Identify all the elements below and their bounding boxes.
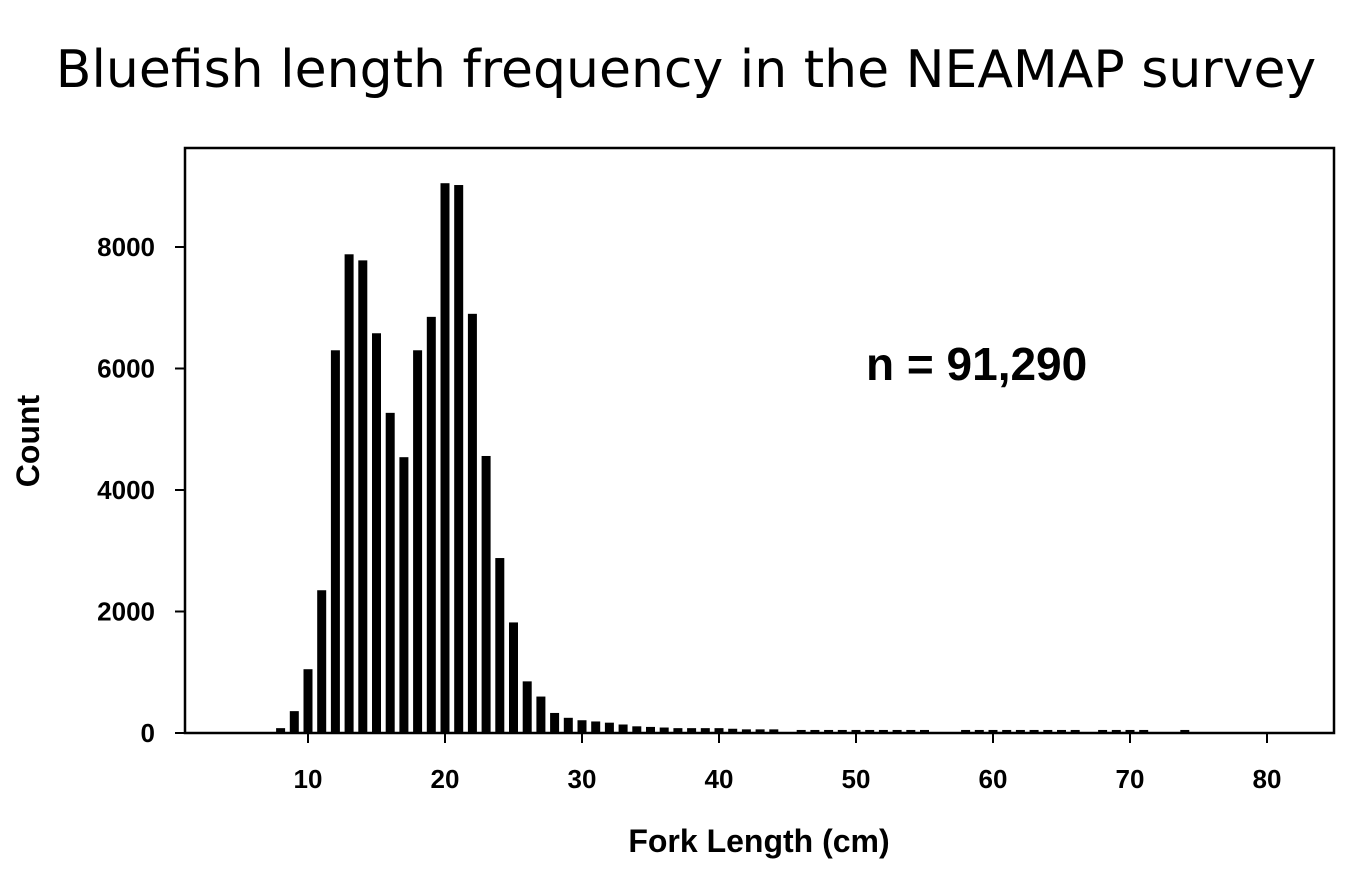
histogram-bar bbox=[385, 412, 395, 733]
histogram-bar bbox=[604, 722, 614, 733]
histogram-bar bbox=[618, 724, 628, 733]
x-tick-label: 60 bbox=[979, 764, 1008, 794]
histogram-bar bbox=[659, 727, 669, 733]
histogram-bar bbox=[796, 729, 806, 733]
histogram-bar bbox=[755, 729, 765, 733]
histogram-bar bbox=[728, 728, 738, 733]
y-tick-label: 8000 bbox=[97, 232, 155, 262]
histogram-bar bbox=[906, 729, 916, 733]
histogram-bar bbox=[646, 726, 655, 733]
x-tick-label: 20 bbox=[431, 764, 460, 794]
histogram-bar bbox=[741, 729, 751, 733]
histogram-bar bbox=[824, 729, 834, 733]
histogram-bar bbox=[1043, 729, 1053, 733]
histogram-bar bbox=[988, 729, 998, 733]
bar-series bbox=[276, 183, 1190, 734]
histogram-bar bbox=[714, 728, 724, 733]
histogram-bar bbox=[467, 313, 477, 733]
chart-title: Bluefish length frequency in the NEAMAP … bbox=[56, 40, 1316, 100]
histogram-bar bbox=[810, 729, 820, 733]
histogram-bar bbox=[1180, 729, 1190, 733]
x-axis: 10 20 30 40 50 60 70 80 bbox=[294, 733, 1282, 794]
histogram-bar bbox=[481, 455, 491, 733]
histogram-bar bbox=[289, 711, 299, 733]
x-tick-label: 10 bbox=[294, 764, 323, 794]
histogram-bar bbox=[632, 726, 642, 733]
x-tick-label: 50 bbox=[842, 764, 871, 794]
y-tick-label: 2000 bbox=[97, 597, 155, 627]
histogram-bar bbox=[1057, 729, 1066, 733]
histogram-bar bbox=[591, 721, 601, 733]
y-axis: 0 2000 4000 6000 8000 bbox=[97, 232, 185, 748]
x-axis-label: Fork Length (cm) bbox=[628, 823, 889, 859]
histogram-bar bbox=[1139, 729, 1149, 733]
x-tick-label: 30 bbox=[568, 764, 597, 794]
histogram-bar bbox=[426, 316, 436, 733]
histogram-bar bbox=[317, 590, 327, 733]
histogram-bar bbox=[495, 558, 505, 733]
histogram-bar bbox=[1098, 729, 1108, 733]
histogram-bar bbox=[961, 729, 971, 733]
histogram-bar bbox=[687, 728, 697, 733]
histogram-bar bbox=[851, 729, 861, 733]
histogram-bar bbox=[892, 729, 902, 733]
plot-frame bbox=[183, 146, 1336, 735]
x-tick-label: 40 bbox=[705, 764, 734, 794]
histogram-bar bbox=[522, 681, 532, 733]
histogram-bar bbox=[303, 669, 313, 733]
histogram-bar bbox=[837, 729, 847, 733]
histogram-bar bbox=[769, 729, 779, 733]
histogram-bar bbox=[673, 728, 683, 733]
histogram-bar bbox=[1002, 729, 1012, 733]
histogram-bar bbox=[509, 622, 518, 733]
histogram-bar bbox=[358, 260, 368, 733]
y-tick-label: 4000 bbox=[97, 475, 155, 505]
histogram-bar bbox=[276, 728, 286, 733]
histogram-bar bbox=[344, 254, 354, 734]
histogram-bar bbox=[454, 185, 464, 733]
histogram-bar bbox=[330, 350, 340, 733]
histogram-bar bbox=[920, 729, 929, 733]
x-tick-label: 70 bbox=[1116, 764, 1145, 794]
histogram-bar bbox=[1125, 729, 1135, 733]
histogram-bar bbox=[440, 183, 450, 733]
y-tick-label: 0 bbox=[141, 718, 155, 748]
x-tick-label: 80 bbox=[1253, 764, 1282, 794]
histogram-bar bbox=[1015, 729, 1025, 733]
histogram-bar bbox=[700, 728, 710, 733]
histogram-bar bbox=[372, 333, 381, 733]
y-tick-label: 6000 bbox=[97, 354, 155, 384]
histogram-bar bbox=[974, 729, 984, 733]
histogram-bar bbox=[878, 729, 888, 733]
histogram-bar bbox=[550, 712, 560, 733]
histogram-bar bbox=[399, 457, 409, 733]
histogram-bar bbox=[1029, 729, 1039, 733]
histogram-bar bbox=[865, 729, 875, 733]
sample-size-annotation: n = 91,290 bbox=[866, 338, 1087, 390]
y-axis-label: Count bbox=[10, 394, 46, 487]
histogram-bar bbox=[1070, 729, 1080, 733]
histogram-bar bbox=[1111, 729, 1121, 733]
histogram-bar bbox=[563, 717, 573, 733]
histogram-bar bbox=[577, 720, 587, 733]
histogram-bar bbox=[413, 350, 423, 733]
histogram-bar bbox=[536, 696, 546, 733]
